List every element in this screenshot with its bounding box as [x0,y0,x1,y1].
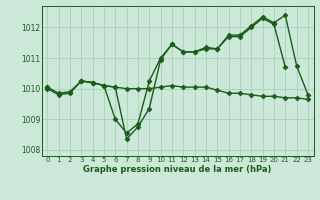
X-axis label: Graphe pression niveau de la mer (hPa): Graphe pression niveau de la mer (hPa) [84,165,272,174]
